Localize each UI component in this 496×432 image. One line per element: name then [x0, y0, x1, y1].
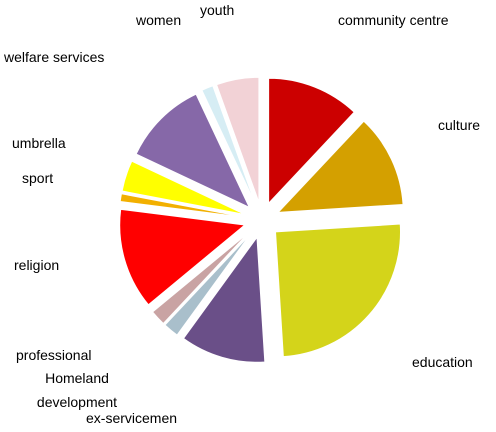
pie-slice: [201, 85, 256, 204]
pie-slice: [164, 233, 251, 336]
pie-slice: [119, 208, 246, 306]
slice-label: youth: [200, 2, 235, 18]
pie-slice: [274, 223, 401, 358]
pie-slice: [268, 77, 355, 205]
slice-label: sport: [22, 170, 54, 186]
pie-slice: [277, 120, 404, 213]
slice-label: ex-servicemen: [86, 410, 178, 426]
slice-label: community centre: [338, 12, 449, 28]
pie-slice: [182, 235, 266, 363]
slice-label: professional: [16, 347, 92, 363]
pie-slice: [151, 231, 250, 325]
pie-slice: [119, 193, 245, 218]
pie-slice: [121, 160, 246, 215]
slice-label: education: [412, 354, 473, 370]
pie-slice: [215, 76, 260, 203]
slice-label: welfare services: [4, 49, 105, 65]
slice-label: religion: [14, 257, 60, 273]
slice-label: culture: [438, 117, 481, 133]
slice-label: women: [136, 12, 182, 28]
slice-label: umbrella: [12, 135, 66, 151]
slice-label: Homeland development: [36, 370, 118, 410]
pie-slice: [135, 93, 251, 209]
